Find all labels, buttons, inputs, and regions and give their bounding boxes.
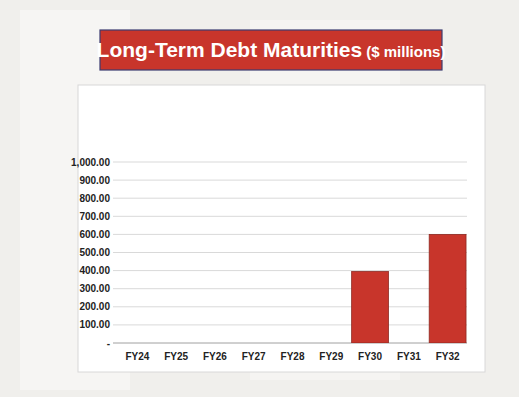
x-tick-label: FY24 <box>125 351 149 362</box>
grid-line <box>113 252 467 253</box>
x-tick-label: FY25 <box>164 351 188 362</box>
bar <box>352 272 389 343</box>
bar <box>429 234 466 343</box>
chart-root: Long-Term Debt Maturities($ millions) - 10… <box>0 0 519 397</box>
y-tick-label: 800.00 <box>79 193 110 204</box>
x-tick-label: FY30 <box>358 351 382 362</box>
y-tick-label: - <box>107 338 110 349</box>
y-tick-label: 600.00 <box>79 229 110 240</box>
bar <box>158 343 195 344</box>
panel <box>78 85 485 372</box>
y-tick-label: 300.00 <box>79 283 110 294</box>
x-tick-label: FY26 <box>203 351 227 362</box>
title: Long-Term Debt Maturities($ millions) <box>97 38 446 61</box>
y-tick-label: 200.00 <box>79 301 110 312</box>
grid-line <box>113 288 467 289</box>
y-tick-label: 1,000.00 <box>71 157 110 168</box>
y-tick-label: 700.00 <box>79 211 110 222</box>
x-tick-label: FY32 <box>436 351 460 362</box>
y-tick-label: 400.00 <box>79 265 110 276</box>
grid-line <box>113 162 467 163</box>
bar <box>313 343 350 344</box>
background <box>0 0 519 397</box>
y-tick-label: 100.00 <box>79 319 110 330</box>
chart: Long-Term Debt Maturities($ millions) - 10… <box>0 0 519 397</box>
y-tick-label: 500.00 <box>79 247 110 258</box>
title-main: Long-Term Debt Maturities <box>97 38 363 61</box>
grid-line <box>113 306 467 307</box>
bars <box>352 234 466 343</box>
x-tick-label: FY27 <box>242 351 266 362</box>
bar <box>274 343 311 344</box>
grid-line <box>113 180 467 181</box>
bar <box>235 343 272 344</box>
x-tick-label: FY29 <box>319 351 343 362</box>
grid-line <box>113 324 467 325</box>
bar <box>390 343 427 344</box>
grid-line <box>113 198 467 199</box>
grid-line <box>113 234 467 235</box>
bar <box>119 343 156 344</box>
y-tick-label: 900.00 <box>79 175 110 186</box>
x-tick-label: FY28 <box>281 351 305 362</box>
x-tick-label: FY31 <box>397 351 421 362</box>
grid-line <box>113 343 467 344</box>
bar <box>197 343 234 344</box>
grid-line <box>113 270 467 271</box>
subtitle: ($ millions) <box>366 43 445 60</box>
grid-line <box>113 216 467 217</box>
